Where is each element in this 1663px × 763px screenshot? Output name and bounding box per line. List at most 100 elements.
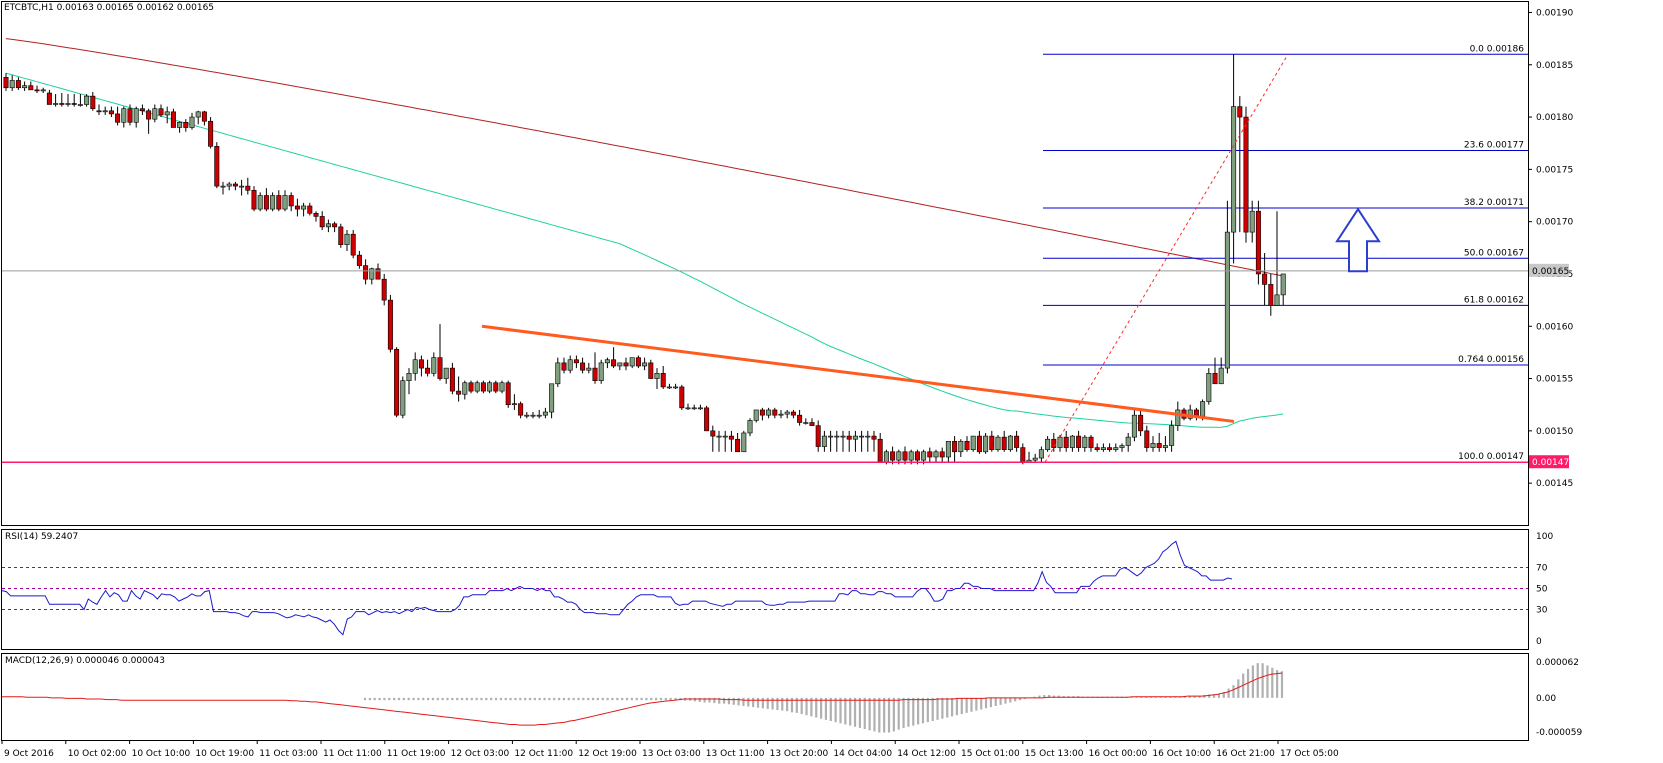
candle-body <box>921 451 927 461</box>
candle-body <box>474 382 480 392</box>
time-tick-label: 16 Oct 00:00 <box>1089 749 1148 759</box>
candle-body <box>406 373 412 381</box>
candle-body <box>158 108 164 116</box>
candle-body <box>604 359 610 364</box>
candle-body <box>183 121 189 128</box>
candle-body <box>53 103 59 105</box>
candle-body <box>803 422 809 424</box>
candle-body <box>59 103 65 105</box>
time-tick-label: 13 Oct 11:00 <box>706 749 765 759</box>
candle-body <box>1249 210 1255 233</box>
candle-body <box>617 362 623 367</box>
candle-body <box>1255 210 1261 275</box>
candle-body <box>1268 284 1274 306</box>
candle-body <box>239 185 245 188</box>
candle-body <box>226 183 232 187</box>
macd-tick-label: -0.000059 <box>1536 728 1582 738</box>
candle-body <box>189 116 195 128</box>
candle-body <box>363 265 369 280</box>
macd-signal-line <box>2 672 1283 726</box>
candle-body <box>177 121 183 128</box>
price-tick-label: 0.00180 <box>1536 113 1573 123</box>
candle-body <box>840 435 846 438</box>
candle-body <box>294 205 300 210</box>
time-tick-label: 10 Oct 19:00 <box>195 749 254 759</box>
support-price-tag <box>1529 455 1569 469</box>
rsi-line <box>1 540 1233 636</box>
rsi-header: RSI(14) 59.2407 <box>5 532 78 542</box>
candle-body <box>989 435 995 450</box>
time-tick-label: 12 Oct 03:00 <box>451 749 510 759</box>
candle-body <box>9 80 15 89</box>
candle-body <box>976 435 982 453</box>
macd-tick-label: 0.000062 <box>1536 658 1579 668</box>
candle-body <box>121 108 127 123</box>
candle-body <box>914 451 920 461</box>
fib-connector-line <box>1044 54 1289 463</box>
candle-body <box>821 435 827 447</box>
rsi-tick-label: 70 <box>1536 564 1548 574</box>
candle-body <box>1020 447 1026 463</box>
ma-long-line <box>5 38 1284 277</box>
price-tick-label: 0.00160 <box>1536 322 1573 332</box>
candle-body <box>412 359 418 374</box>
price-tick-label: 0.00175 <box>1536 165 1573 175</box>
candle-body <box>586 367 592 371</box>
candle-body <box>369 268 375 280</box>
price-tick-label: 0.00170 <box>1536 218 1573 228</box>
candle-body <box>437 357 443 379</box>
candle-body <box>443 367 449 379</box>
candle-body <box>642 362 648 367</box>
candle-body <box>468 382 474 392</box>
candle-body <box>214 146 220 187</box>
candle-body <box>939 451 945 458</box>
rsi-tick-label: 30 <box>1536 606 1548 616</box>
candle-body <box>34 89 40 92</box>
candle-body <box>1218 367 1224 385</box>
candle-body <box>697 407 703 410</box>
candle-body <box>356 254 362 266</box>
candle-body <box>1107 447 1113 450</box>
candle-body <box>146 110 152 120</box>
time-tick-label: 14 Oct 04:00 <box>833 749 892 759</box>
candle-body <box>1001 436 1007 450</box>
candle-body <box>133 108 139 123</box>
price-axis: 0.00190 0.00185 0.00180 0.00175 0.00170 0.001… <box>1528 8 1573 489</box>
candle-body <box>505 382 511 406</box>
candle-body <box>536 414 542 417</box>
candle-body <box>46 92 52 105</box>
candle-body <box>927 451 933 458</box>
candle-body <box>22 85 28 89</box>
candle-body <box>418 359 424 369</box>
price-tick-label: 0.00150 <box>1536 427 1573 437</box>
candle-body <box>350 233 356 256</box>
candle-body <box>1138 414 1144 432</box>
candle-body <box>102 110 108 113</box>
candle-body <box>232 183 238 187</box>
candle-body <box>1057 436 1063 448</box>
candle-body <box>1125 436 1131 446</box>
candle-body <box>1237 106 1243 118</box>
candle-body <box>871 435 877 440</box>
candle-body <box>375 268 381 280</box>
support-price-label: 0.00147 <box>1532 458 1569 468</box>
candle-body <box>28 85 34 91</box>
fib-label: 61.8 0.00162 <box>1464 295 1524 305</box>
candle-body <box>629 357 635 367</box>
current-price-label: 0.00165 <box>1532 267 1569 277</box>
candle-body <box>15 80 21 89</box>
candle-body <box>592 367 598 381</box>
time-tick-label: 15 Oct 13:00 <box>1025 749 1084 759</box>
candle-body <box>623 362 629 367</box>
candle-body <box>307 205 313 214</box>
price-tick-label: 0.00190 <box>1536 8 1573 18</box>
price-tick-label: 0.00155 <box>1536 375 1573 385</box>
candle-body <box>890 451 896 461</box>
candle-body <box>270 195 276 210</box>
time-tick-label: 11 Oct 11:00 <box>323 749 382 759</box>
candle-body <box>580 362 586 371</box>
time-tick-label: 17 Oct 05:00 <box>1280 749 1339 759</box>
candle-body <box>883 451 889 463</box>
candle-body <box>220 185 226 188</box>
